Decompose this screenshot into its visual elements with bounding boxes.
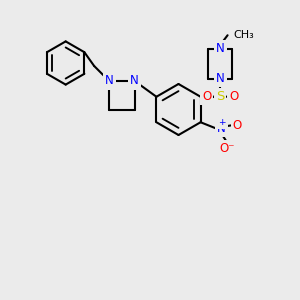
Text: O: O — [229, 90, 238, 103]
Text: N: N — [216, 42, 224, 55]
Text: CH₃: CH₃ — [233, 30, 254, 40]
Text: O: O — [233, 119, 242, 132]
Text: O⁻: O⁻ — [220, 142, 235, 155]
Text: N: N — [130, 74, 139, 88]
Text: +: + — [218, 118, 226, 127]
Text: O: O — [202, 90, 211, 103]
Text: N: N — [105, 74, 113, 88]
Text: S: S — [216, 90, 224, 103]
Text: N: N — [217, 122, 226, 135]
Text: N: N — [216, 72, 224, 85]
